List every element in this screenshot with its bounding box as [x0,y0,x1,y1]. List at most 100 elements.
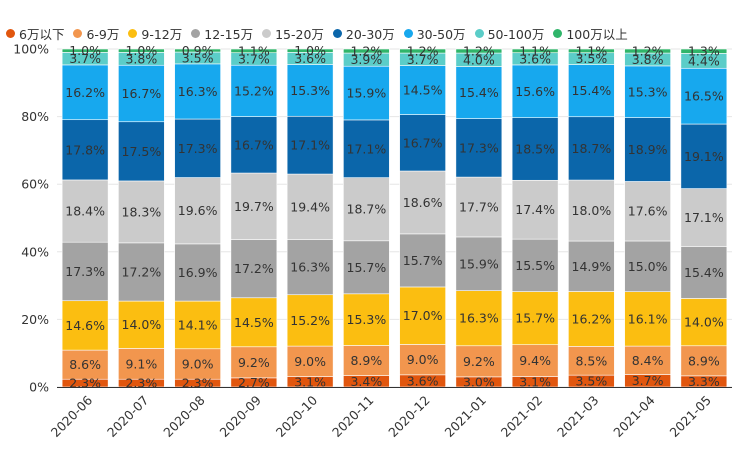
data-label: 9.0% [407,352,439,367]
data-label: 9.2% [238,355,270,370]
data-label: 16.7% [122,86,162,101]
bar-segment [511,344,559,377]
data-label: 17.7% [459,200,499,215]
data-label: 1.1% [519,43,551,58]
bar-segment [343,293,390,346]
bar-segment [399,114,446,172]
data-label: 1.2% [463,44,495,59]
data-label: 1.2% [350,44,382,59]
legend-item[interactable]: 6万以下 [6,24,64,43]
bar-segment [624,48,671,54]
bar-segment [174,177,221,245]
bar-segment [286,64,334,117]
data-label: 8.9% [688,353,720,368]
bar-segment [118,348,165,380]
legend-swatch [474,28,484,38]
legend-item[interactable]: 30-50万 [403,24,466,43]
data-label: 15.6% [515,84,555,99]
bar-segment [286,173,334,240]
legend-label: 30-50万 [416,26,466,42]
data-label: 15.0% [628,259,668,274]
data-label: 18.3% [122,204,162,219]
y-tick-label: 60% [21,177,49,192]
data-label: 3.6% [294,51,326,66]
data-label: 0.9% [182,43,214,58]
bar-segment [680,67,728,125]
bar-segment [511,291,559,346]
data-label: 3.6% [407,373,439,388]
data-label: 17.1% [290,138,330,153]
x-tick-label: 2021-03 [554,393,602,441]
legend-label: 20-30万 [345,26,395,42]
data-label: 15.7% [403,253,443,268]
legend-item[interactable]: 12-15万 [191,24,253,43]
data-label: 1.0% [125,43,157,58]
bar-segment [455,176,503,238]
bar-segment [568,64,615,118]
data-label: 3.7% [69,51,101,66]
bar-segment [511,64,559,118]
legend-label: 100万以上 [566,26,628,42]
bar-segment [118,300,165,349]
data-label: 8.4% [632,353,664,368]
data-label: 18.7% [347,202,387,217]
bar-segment [174,243,221,302]
data-label: 17.6% [628,204,668,219]
bar-segment [624,291,671,347]
bar-segment [61,241,109,302]
bar-segment [230,346,278,379]
bar-segment [511,238,559,292]
data-label: 14.1% [178,317,218,332]
bar-segment [286,345,334,377]
data-label: 1.3% [688,44,720,59]
data-label: 19.7% [234,199,274,214]
data-label: 17.5% [122,144,162,159]
bar-segment [455,66,503,119]
data-label: 1.2% [407,44,439,59]
data-label: 2.3% [182,376,214,391]
data-label: 3.7% [632,373,664,388]
legend-item[interactable]: 15-20万 [262,24,324,43]
data-label: 16.7% [403,135,443,150]
data-label: 14.6% [65,318,105,333]
bar-segment [230,239,278,299]
bar-segment [118,64,165,123]
data-label: 1.0% [69,43,101,58]
bar-segment [455,48,503,54]
data-label: 3.4% [350,374,382,389]
legend-item[interactable]: 20-30万 [332,24,395,43]
x-tick-label: 2020-10 [273,392,321,440]
bar-segment [61,64,109,121]
legend-item[interactable]: 9-12万 [128,24,182,43]
data-label: 2.3% [69,376,101,391]
data-label: 16.7% [234,137,274,152]
x-tick-label: 2021-05 [666,393,714,441]
bar-segment [343,65,390,121]
bar-segment [118,121,165,182]
data-label: 16.2% [65,85,105,100]
bar-segment [61,300,109,351]
legend-swatch [6,28,15,38]
data-label: 15.9% [459,256,499,271]
data-label: 3.9% [350,52,382,67]
data-label: 14.5% [403,83,443,98]
y-tick-label: 100% [13,42,49,57]
y-tick-label: 80% [21,109,49,124]
data-label: 3.6% [519,51,551,66]
legend-item[interactable]: 50-100万 [474,24,544,43]
bar-segment [343,240,390,295]
data-label: 15.4% [684,265,724,280]
data-label: 1.0% [294,43,326,58]
data-label: 9.2% [463,354,495,369]
data-label: 8.6% [69,357,101,372]
data-label: 1.1% [238,43,270,58]
bar-segment [568,116,615,181]
data-label: 3.3% [688,374,720,389]
legend-item[interactable]: 6-9万 [73,24,119,43]
x-tick-label: 2020-09 [216,392,264,440]
legend-item[interactable]: 100万以上 [553,24,628,43]
data-label: 3.0% [463,374,495,389]
data-label: 15.9% [347,86,387,101]
data-label: 14.0% [122,317,162,332]
